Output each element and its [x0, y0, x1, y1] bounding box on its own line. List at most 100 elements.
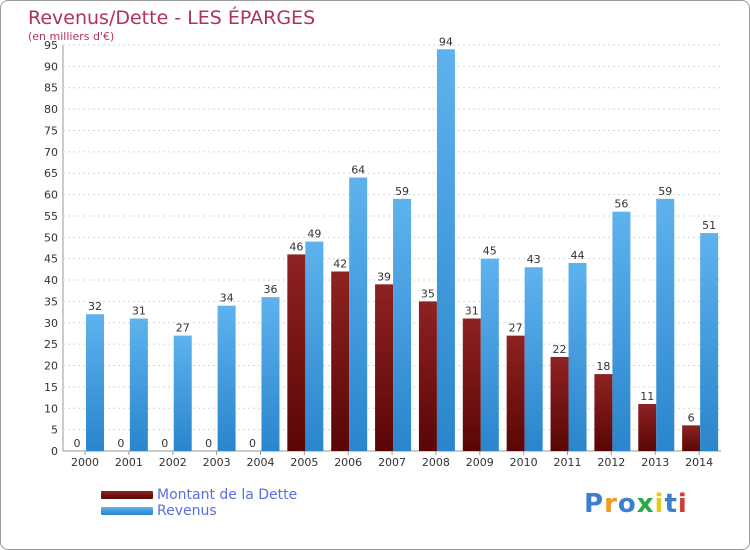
data-label-revenue: 51	[702, 219, 716, 232]
bar-revenue	[568, 262, 587, 451]
x-tick-label: 2000	[71, 456, 99, 469]
y-tick-label: 65	[44, 167, 58, 180]
data-label-debt: 46	[289, 240, 303, 253]
y-tick-label: 35	[44, 295, 58, 308]
x-tick-label: 2007	[378, 456, 406, 469]
y-tick-label: 55	[44, 210, 58, 223]
data-label-revenue: 44	[571, 249, 585, 262]
legend-label-revenue: Revenus	[157, 503, 217, 519]
data-label-debt: 0	[205, 437, 212, 450]
bar-debt	[682, 425, 701, 451]
logo-letter: r	[604, 489, 618, 519]
data-label-debt: 11	[640, 390, 654, 403]
data-label-revenue: 64	[351, 163, 365, 176]
bar-revenue	[305, 241, 324, 451]
y-tick-label: 0	[51, 445, 58, 458]
bar-debt	[418, 301, 437, 451]
logo-letter: x	[636, 489, 655, 519]
y-tick-label: 85	[44, 82, 58, 95]
bar-revenue	[173, 335, 192, 451]
bar-revenue	[612, 211, 631, 451]
y-tick-label: 5	[51, 424, 58, 437]
chart-subtitle: (en milliers d'€)	[28, 30, 115, 43]
legend-item-revenue: Revenus	[101, 503, 297, 519]
bar-revenue	[656, 198, 675, 451]
bar-debt	[594, 374, 613, 451]
bar-debt	[287, 254, 306, 451]
x-tick-label: 2012	[597, 456, 625, 469]
legend: Montant de la Dette Revenus	[101, 487, 297, 519]
x-tick-label: 2006	[334, 456, 362, 469]
logo-letter: t	[664, 489, 678, 519]
data-label-revenue: 32	[88, 300, 102, 313]
data-label-debt: 39	[377, 270, 391, 283]
data-label-debt: 27	[509, 322, 523, 335]
y-tick-label: 75	[44, 124, 58, 137]
x-tick-label: 2008	[422, 456, 450, 469]
bar-revenue	[129, 318, 148, 451]
data-label-revenue: 56	[614, 198, 628, 211]
data-label-revenue: 59	[395, 185, 409, 198]
logo-letter: o	[617, 489, 637, 519]
data-label-debt: 0	[161, 437, 168, 450]
x-tick-label: 2005	[290, 456, 318, 469]
data-label-revenue: 34	[220, 292, 234, 305]
x-tick-label: 2014	[685, 456, 713, 469]
data-label-revenue: 27	[176, 322, 190, 335]
data-label-debt: 0	[74, 437, 81, 450]
y-tick-label: 40	[44, 274, 58, 287]
y-tick-label: 60	[44, 189, 58, 202]
data-label-revenue: 49	[307, 228, 321, 241]
y-tick-label: 20	[44, 360, 58, 373]
y-tick-label: 80	[44, 103, 58, 116]
data-label-debt: 0	[249, 437, 256, 450]
y-tick-label: 15	[44, 381, 58, 394]
labels-layer: 0510152025303540455055606570758085909520…	[44, 35, 716, 469]
x-tick-label: 2009	[466, 456, 494, 469]
data-label-revenue: 45	[483, 245, 497, 258]
chart-title: Revenus/Dette - LES ÉPARGES	[28, 7, 316, 29]
bar-debt	[331, 271, 350, 451]
data-label-revenue: 36	[263, 283, 277, 296]
data-label-debt: 18	[596, 360, 610, 373]
data-label-debt: 6	[688, 411, 695, 424]
legend-label-debt: Montant de la Dette	[157, 487, 298, 503]
bar-revenue	[524, 267, 543, 451]
data-label-debt: 31	[465, 305, 479, 318]
y-tick-label: 50	[44, 231, 58, 244]
bar-revenue	[393, 198, 412, 451]
x-tick-label: 2011	[554, 456, 582, 469]
bar-revenue	[261, 297, 280, 451]
bar-revenue	[700, 233, 719, 451]
legend-swatch-debt	[101, 491, 153, 499]
data-label-debt: 42	[333, 258, 347, 271]
bar-debt	[550, 356, 569, 451]
y-tick-label: 70	[44, 146, 58, 159]
x-tick-label: 2013	[641, 456, 669, 469]
y-tick-label: 10	[44, 402, 58, 415]
data-label-revenue: 59	[658, 185, 672, 198]
logo-letter: i	[677, 489, 688, 519]
bar-revenue	[480, 258, 499, 451]
x-tick-label: 2010	[510, 456, 538, 469]
x-tick-label: 2001	[115, 456, 143, 469]
data-label-debt: 0	[117, 437, 124, 450]
bars-layer	[86, 49, 719, 452]
bar-debt	[506, 335, 525, 451]
bar-debt	[462, 318, 481, 451]
x-tick-label: 2002	[159, 456, 187, 469]
proxiti-logo: Proxiti	[584, 489, 688, 519]
data-label-revenue: 94	[439, 35, 453, 48]
bar-debt	[638, 403, 657, 451]
bar-revenue	[349, 177, 368, 452]
data-label-revenue: 43	[527, 253, 541, 266]
bar-debt	[375, 284, 394, 451]
data-label-debt: 22	[553, 343, 567, 356]
bar-revenue	[217, 305, 236, 451]
bar-revenue	[436, 49, 455, 452]
y-tick-label: 45	[44, 253, 58, 266]
x-tick-label: 2003	[203, 456, 231, 469]
bar-revenue	[86, 314, 104, 451]
logo-letter: i	[654, 489, 665, 519]
